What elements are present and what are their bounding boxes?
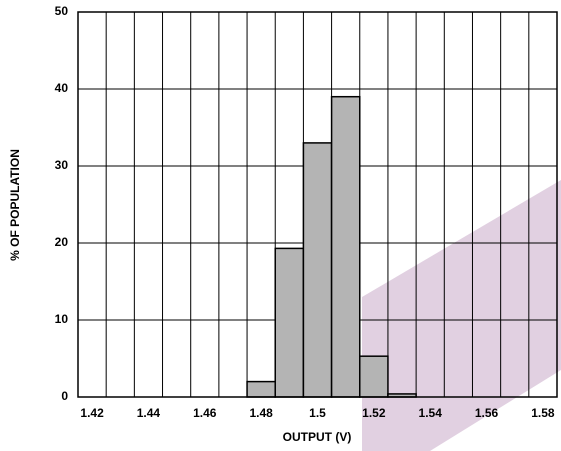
x-tick-label: 1.44 [137, 406, 161, 420]
y-tick-label: 20 [55, 235, 69, 249]
x-tick-label: 1.56 [475, 406, 499, 420]
x-tick-label: 1.54 [419, 406, 443, 420]
x-tick-label: 1.42 [80, 406, 104, 420]
bar [246, 380, 276, 398]
y-tick-label: 0 [61, 389, 68, 403]
y-tick-label: 30 [55, 158, 69, 172]
bar [302, 142, 333, 398]
bar [359, 355, 389, 398]
x-tick-label: 1.46 [193, 406, 217, 420]
bar [274, 247, 305, 398]
x-tick-label: 1.48 [249, 406, 273, 420]
bar [330, 95, 361, 398]
y-tick-label: 10 [55, 312, 69, 326]
y-tick-label: 50 [55, 4, 69, 18]
y-axis-title: % OF POPULATION [8, 149, 22, 261]
x-tick-label: 1.58 [531, 406, 555, 420]
x-axis-title: OUTPUT (V) [283, 430, 352, 444]
x-tick-label: 1.5 [309, 406, 326, 420]
x-tick-label: 1.52 [362, 406, 386, 420]
plot-frame [77, 11, 558, 398]
y-tick-label: 40 [55, 81, 69, 95]
watermark [362, 180, 561, 451]
